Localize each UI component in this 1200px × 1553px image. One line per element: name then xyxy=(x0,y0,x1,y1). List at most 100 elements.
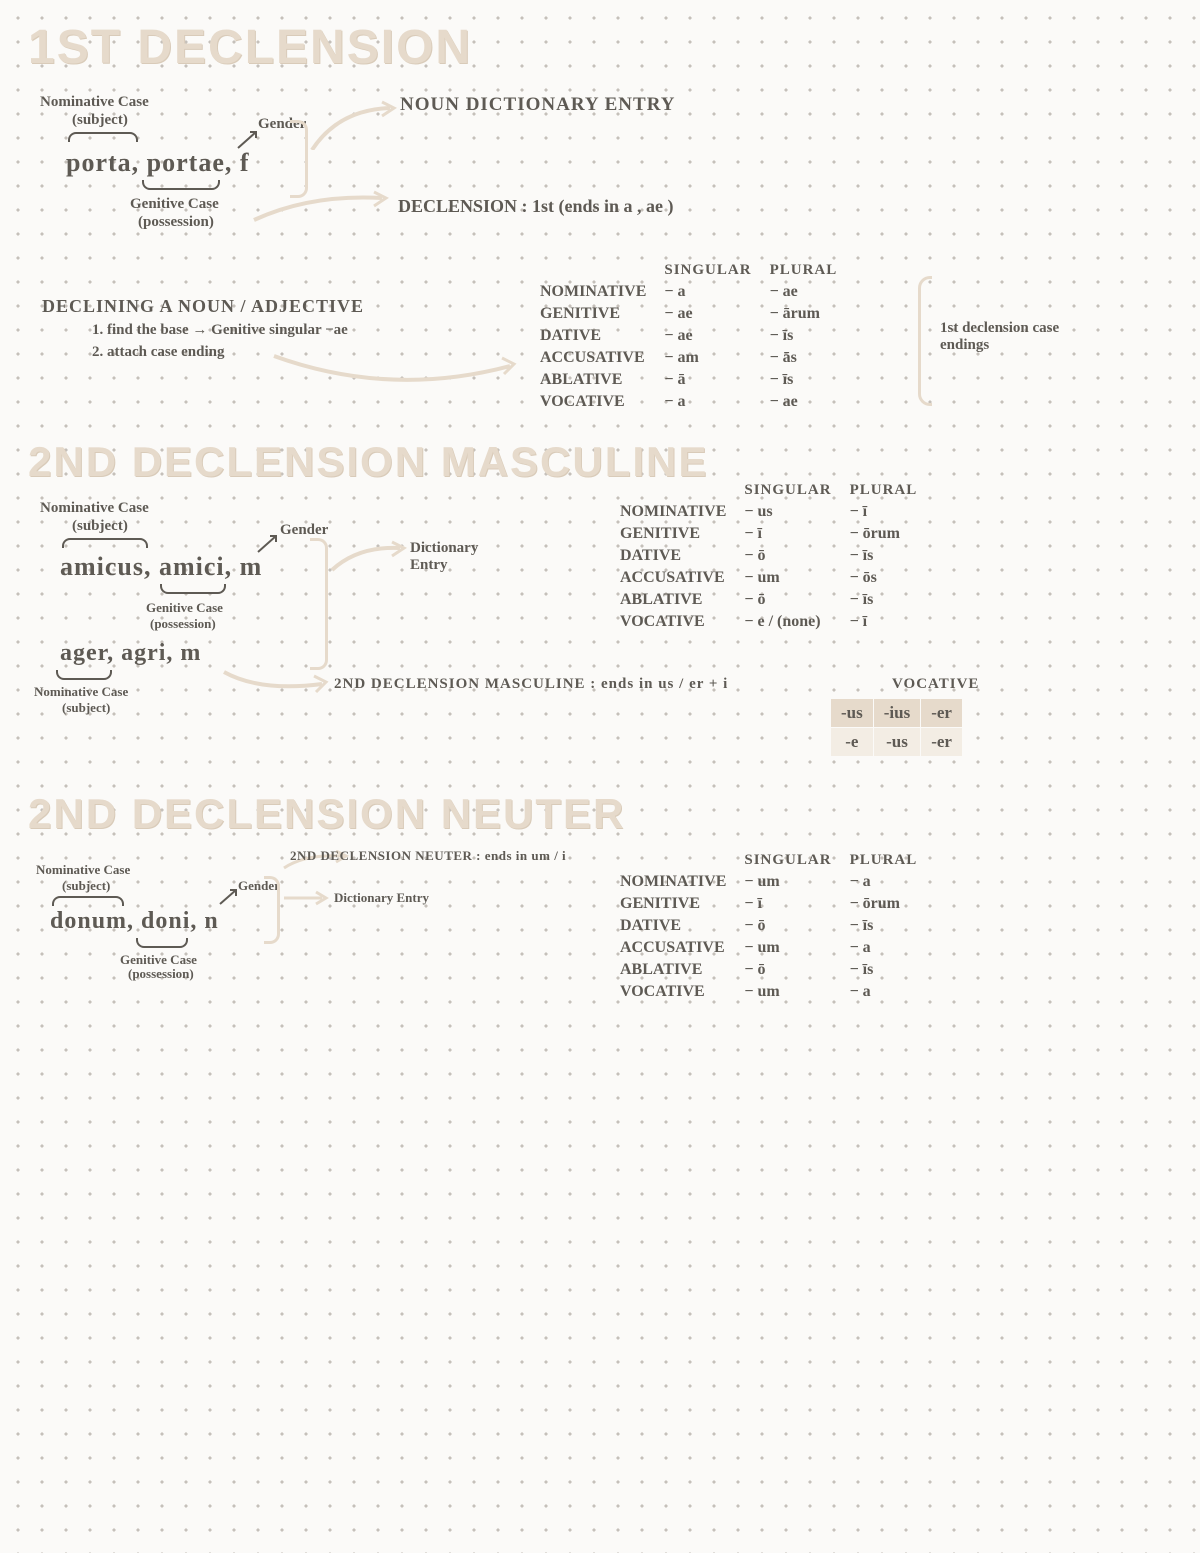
c: − ōrum xyxy=(850,525,936,543)
label-subject-2: (subject) xyxy=(72,518,128,535)
label-possession-2: (possession) xyxy=(150,616,216,632)
c: − ae xyxy=(770,283,856,301)
case-nom: NOMINATIVE xyxy=(540,283,664,301)
case: NOMINATIVE xyxy=(620,873,744,891)
case: VOCATIVE xyxy=(620,983,744,1001)
th-plural: PLURAL xyxy=(770,262,856,279)
case: ABLATIVE xyxy=(620,591,744,609)
brace-nom-2 xyxy=(62,538,148,548)
label-possession: (possession) xyxy=(138,214,214,231)
c: − um xyxy=(744,939,849,957)
brace-case-endings xyxy=(918,276,932,406)
brace-gen xyxy=(142,180,220,190)
c: − us xyxy=(744,503,849,521)
brace-nom-4 xyxy=(52,896,124,906)
table-vocative-box: -us -ius -er -e -us -er xyxy=(830,698,963,757)
arrow-to-declension-icon xyxy=(250,190,390,230)
arrow-to-dict-entry-icon xyxy=(308,100,398,150)
c: − a xyxy=(850,983,936,1001)
c: − ī xyxy=(744,525,849,543)
label-noun-dict-entry: NOUN DICTIONARY ENTRY xyxy=(400,94,675,116)
brace-nom xyxy=(68,132,138,142)
c: − ō xyxy=(744,591,849,609)
c: − a xyxy=(850,939,936,957)
example-porta: porta, portae, f xyxy=(66,148,250,178)
c: − ōs xyxy=(850,569,936,587)
brace-gen-3 xyxy=(136,938,188,948)
case: VOCATIVE xyxy=(620,613,744,631)
voc-cell: -er xyxy=(921,699,963,728)
label-gen-case-2: Genitive Case xyxy=(146,600,223,616)
bracket-dict-entry-2 xyxy=(310,538,328,670)
table-decl2n: SINGULARPLURAL NOMINATIVE− um− a GENITIV… xyxy=(620,848,935,1005)
label-dict-entry-2: Dictionary Entry xyxy=(410,540,500,574)
table-decl1: SINGULARPLURAL NOMINATIVE− a− ae GENITIV… xyxy=(540,258,855,415)
c: − ārum xyxy=(770,305,856,323)
label-nominative-case: Nominative Case xyxy=(40,94,149,111)
heading-2nd-decl-neuter: 2ND DECLENSION NEUTER xyxy=(28,790,625,838)
example-donum: donum, doni, n xyxy=(50,908,219,935)
c: − īs xyxy=(770,327,856,345)
arrow-gender-3-icon xyxy=(218,886,244,910)
c: − ās xyxy=(770,349,856,367)
table-decl2m: SINGULARPLURAL NOMINATIVE− us− ī GENITIV… xyxy=(620,478,935,635)
label-genitive-case: Genitive Case xyxy=(130,196,219,213)
c: − a xyxy=(850,873,936,891)
label-dict-entry-3: Dictionary Entry xyxy=(334,890,429,906)
voc-cell: -er xyxy=(921,728,963,757)
bracket-dict-entry xyxy=(290,120,308,198)
voc-cell: -us xyxy=(873,728,920,757)
th-singular-2: SINGULAR xyxy=(744,482,849,499)
case-abl: ABLATIVE xyxy=(540,371,664,389)
case: GENITIVE xyxy=(620,895,744,913)
label-nom-case-2: Nominative Case xyxy=(40,500,149,517)
label-case-endings: 1st declension case endings xyxy=(940,320,1060,354)
c: − īs xyxy=(850,547,936,565)
label-subject: (subject) xyxy=(72,112,128,129)
bracket-dict-entry-3 xyxy=(264,876,280,944)
c: − um xyxy=(744,569,849,587)
voc-cell: -ius xyxy=(873,699,920,728)
c: − a xyxy=(664,393,769,411)
label-neuter-rule: 2ND DECLENSION NEUTER : ends in um / i xyxy=(290,848,566,864)
case-dat: DATIVE xyxy=(540,327,664,345)
arrow-gender-icon xyxy=(236,126,266,154)
case-acc: ACCUSATIVE xyxy=(540,349,664,367)
c: − um xyxy=(744,983,849,1001)
th-singular-3: SINGULAR xyxy=(744,852,849,869)
label-nom-case-4: Nominative Case xyxy=(36,862,130,878)
label-vocative: VOCATIVE xyxy=(892,676,979,693)
arrow-dict-entry-3-icon xyxy=(280,886,330,910)
th-plural-2: PLURAL xyxy=(850,482,936,499)
c: − a xyxy=(664,283,769,301)
case: ACCUSATIVE xyxy=(620,569,744,587)
notes-canvas: 1ST DECLENSION Nominative Case (subject)… xyxy=(0,0,1200,1553)
c: − e / (none) xyxy=(744,613,849,631)
case-gen: GENITIVE xyxy=(540,305,664,323)
brace-nom-ager xyxy=(56,670,112,680)
heading-declining: DECLINING A NOUN / ADJECTIVE xyxy=(42,296,364,317)
c: − īs xyxy=(850,961,936,979)
c: − ae xyxy=(770,393,856,411)
arrow-attach-ending-icon xyxy=(270,348,520,408)
label-subject-3: (subject) xyxy=(62,700,110,716)
c: − ī xyxy=(850,613,936,631)
heading-2nd-decl-masc: 2ND DECLENSION MASCULINE xyxy=(28,438,708,486)
c: − ō xyxy=(744,917,849,935)
c: − ī xyxy=(850,503,936,521)
case: NOMINATIVE xyxy=(620,503,744,521)
voc-cell: -e xyxy=(831,728,874,757)
example-amicus: amicus, amici, m xyxy=(60,552,262,582)
c: − īs xyxy=(850,591,936,609)
arrow-gender-2-icon xyxy=(256,532,286,558)
c: − ō xyxy=(744,961,849,979)
c: − īs xyxy=(850,917,936,935)
c: − ōrum xyxy=(850,895,936,913)
c: − ae xyxy=(664,327,769,345)
arrow-dict-entry-2-icon xyxy=(328,540,408,580)
c: − um xyxy=(744,873,849,891)
c: − ī xyxy=(744,895,849,913)
step-1: 1. find the base → Genitive singular −ae xyxy=(92,322,348,339)
th-plural-3: PLURAL xyxy=(850,852,936,869)
label-masc-rule: 2ND DECLENSION MASCULINE : ends in us / … xyxy=(334,676,728,693)
